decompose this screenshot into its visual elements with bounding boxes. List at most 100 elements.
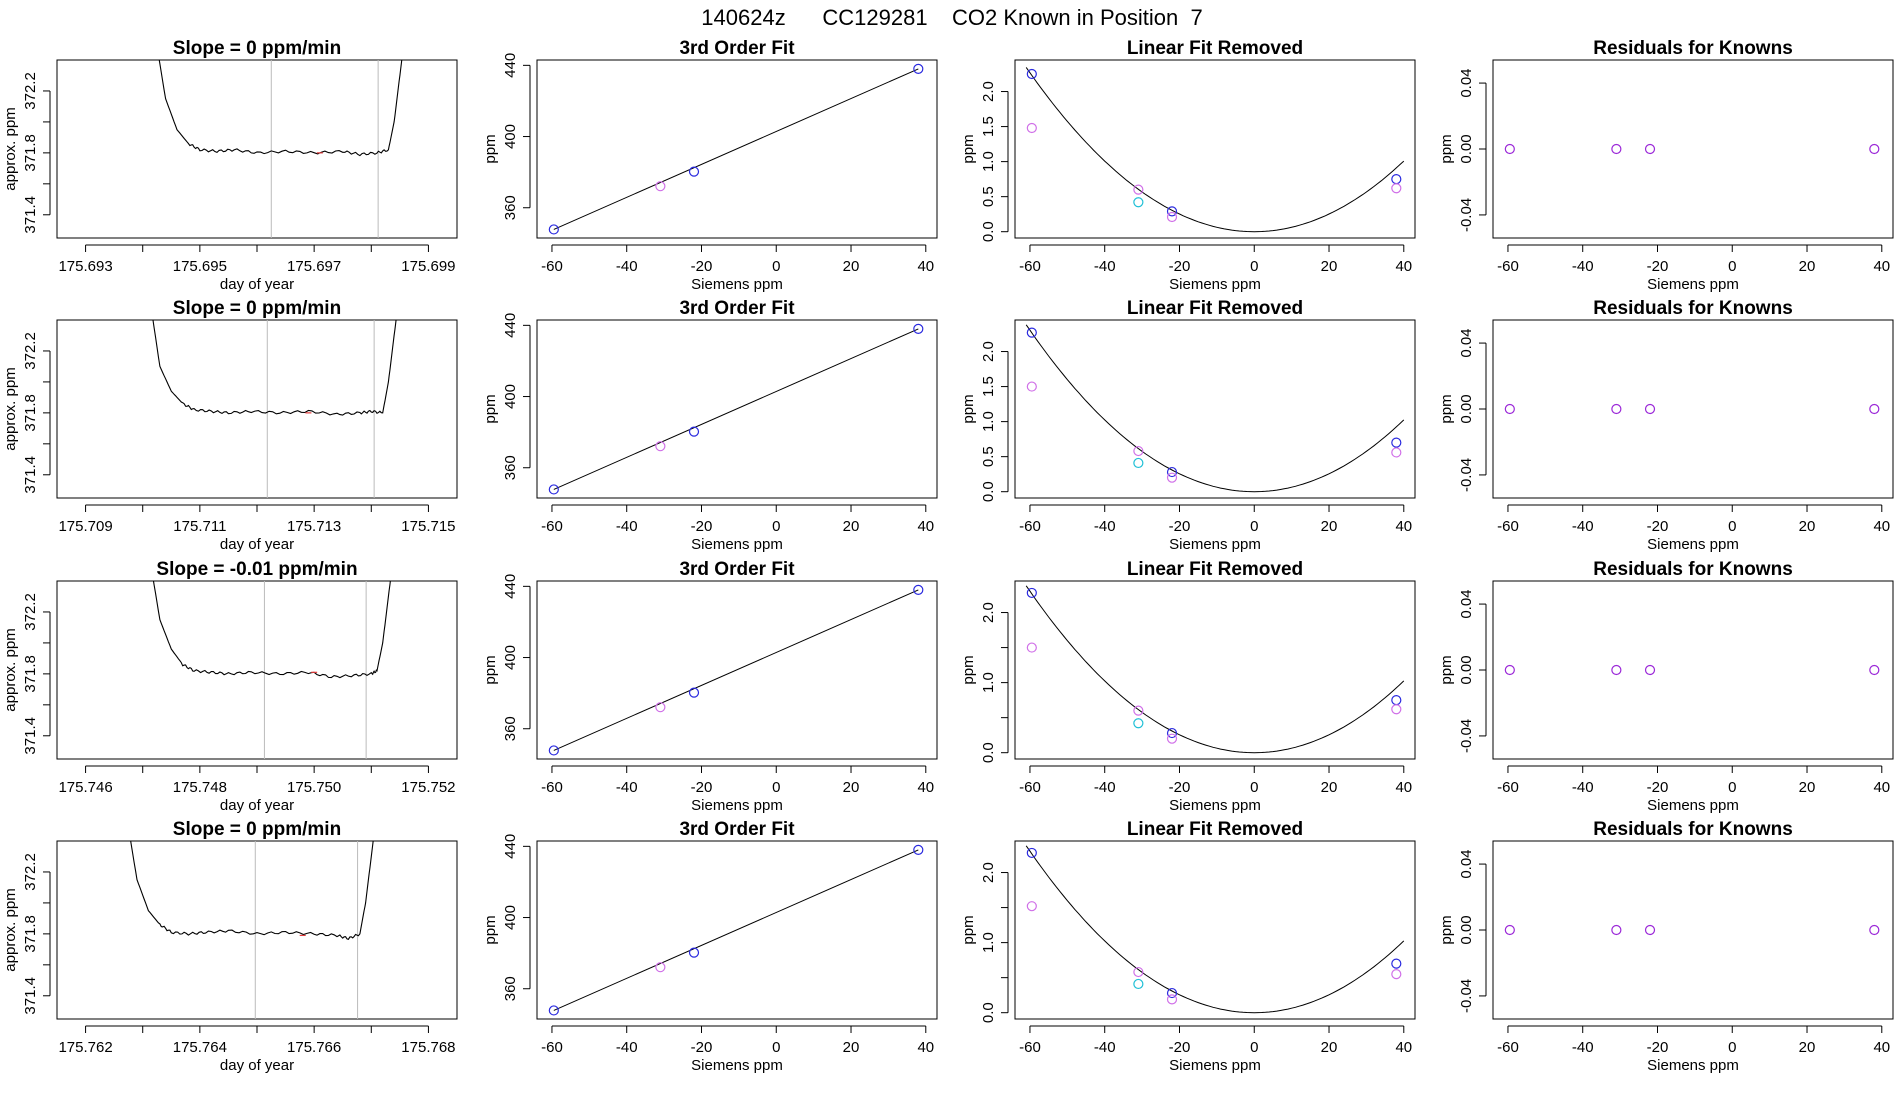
x-axis-label: day of year — [220, 536, 294, 553]
data-point — [688, 166, 700, 177]
x-tick-label: 20 — [843, 1039, 860, 1056]
plot-frame — [1492, 319, 1894, 499]
panel-title: Slope = 0 ppm/min — [173, 298, 341, 319]
plot-content — [1504, 143, 1880, 155]
y-tick-label: 372.2 — [22, 853, 39, 891]
x-axis-label: Siemens ppm — [1647, 536, 1739, 553]
y-tick-label: 360 — [502, 716, 519, 741]
data-point — [1133, 718, 1144, 729]
x-tick-label: 0 — [1250, 518, 1258, 535]
panel-title: Residuals for Knowns — [1593, 298, 1793, 319]
panel-title: Residuals for Knowns — [1593, 559, 1793, 580]
x-tick-label: -60 — [541, 258, 563, 275]
panel-r2-residuals: Residuals for Knowns -60 -40 -20 0 20 40 Siemen… — [1438, 298, 1894, 553]
y-tick-label: 371.4 — [22, 456, 39, 494]
panel-r4-fit: 3rd Order Fit -60 -40 -20 0 20 40 Siemens ppm 36… — [482, 819, 938, 1074]
y-tick-label: 400 — [502, 124, 519, 149]
data-point — [655, 962, 666, 973]
y-tick-label: 371.8 — [22, 394, 39, 432]
data-point — [548, 1005, 559, 1016]
data-point — [1133, 705, 1144, 716]
data-point — [1166, 733, 1178, 744]
x-axis-label: Siemens ppm — [691, 797, 783, 814]
data-point — [1026, 587, 1037, 599]
y-axis-label: ppm — [960, 394, 977, 423]
x-tick-label: -40 — [616, 258, 638, 275]
data-point — [1611, 403, 1622, 415]
panel-title: Linear Fit Removed — [1127, 38, 1303, 59]
panel-r1-fit: 3rd Order Fit -60 -40 -20 0 20 40 Siemens ppm 36… — [482, 38, 938, 293]
plot-content — [1504, 924, 1880, 936]
x-axis-label: Siemens ppm — [1647, 797, 1739, 814]
x-tick-label: 175.762 — [58, 1039, 112, 1056]
data-point — [1026, 642, 1037, 653]
x-tick-label: 175.693 — [58, 258, 112, 275]
data-point — [1644, 924, 1656, 936]
y-tick-label: 0.0 — [980, 1002, 997, 1023]
y-axis-label: ppm — [960, 915, 977, 944]
plot-frame — [1492, 840, 1894, 1020]
panel-title: Residuals for Knowns — [1593, 819, 1793, 840]
data-point — [1611, 664, 1622, 676]
x-tick-label: 20 — [843, 779, 860, 796]
x-tick-label: -60 — [1497, 258, 1519, 275]
data-point — [1166, 466, 1178, 478]
data-point — [1391, 183, 1402, 194]
plot-content — [548, 323, 924, 495]
y-axis-label: ppm — [1438, 655, 1455, 684]
plot-frame — [1014, 580, 1416, 760]
y-tick-label: 1.0 — [980, 411, 997, 432]
x-tick-label: -60 — [541, 1039, 563, 1056]
y-axis-label: approx. ppm — [2, 628, 19, 711]
x-tick-label: 40 — [1395, 1039, 1412, 1056]
data-point — [1644, 143, 1656, 155]
data-point — [1391, 958, 1402, 969]
x-tick-label: -60 — [1497, 779, 1519, 796]
y-tick-label: 2.0 — [980, 81, 997, 102]
x-axis-label: day of year — [220, 797, 294, 814]
data-point — [1133, 978, 1144, 990]
x-axis-label: Siemens ppm — [1169, 797, 1261, 814]
plot-content — [1504, 403, 1880, 415]
x-tick-label: 20 — [843, 518, 860, 535]
data-point — [688, 947, 700, 958]
concentration-trace — [152, 320, 397, 416]
data-point — [1391, 447, 1402, 458]
plot-frame — [1492, 59, 1894, 239]
x-tick-label: 20 — [1799, 1039, 1816, 1056]
y-axis-label: ppm — [482, 655, 499, 684]
y-axis-label: ppm — [1438, 394, 1455, 423]
x-tick-label: -20 — [1169, 779, 1191, 796]
y-axis-label: ppm — [1438, 134, 1455, 163]
y-tick-label: 440 — [502, 834, 519, 859]
panel-title: Slope = 0 ppm/min — [173, 819, 341, 840]
x-tick-label: -40 — [1094, 779, 1116, 796]
data-point — [1166, 987, 1178, 999]
x-axis-label: Siemens ppm — [691, 1057, 783, 1074]
x-tick-label: 40 — [917, 779, 934, 796]
fit-line — [553, 589, 919, 751]
fit-line — [553, 849, 919, 1011]
plot-content — [1025, 585, 1405, 754]
x-tick-label: 40 — [1395, 258, 1412, 275]
y-axis-label: ppm — [482, 915, 499, 944]
plot-frame — [56, 59, 458, 239]
y-tick-label: 400 — [502, 905, 519, 930]
x-tick-label: 0 — [1250, 1039, 1258, 1056]
panel-title: 3rd Order Fit — [679, 38, 795, 59]
y-tick-label: 0.5 — [980, 186, 997, 207]
y-tick-label: 371.4 — [22, 977, 39, 1015]
y-tick-label: 360 — [502, 195, 519, 220]
x-axis-label: Siemens ppm — [691, 276, 783, 293]
x-tick-label: -60 — [541, 518, 563, 535]
x-axis-label: Siemens ppm — [1647, 276, 1739, 293]
x-tick-label: 0 — [1250, 779, 1258, 796]
data-point — [1133, 445, 1144, 457]
data-point — [1391, 174, 1402, 185]
y-tick-label: 1.0 — [980, 672, 997, 693]
panel-title: Slope = -0.01 ppm/min — [156, 559, 357, 580]
plot-content — [1504, 664, 1880, 676]
data-point — [1133, 457, 1144, 469]
figure-title: 140624z CC129281 CO2 Known in Position 7 — [701, 5, 1202, 30]
data-point — [688, 426, 700, 437]
